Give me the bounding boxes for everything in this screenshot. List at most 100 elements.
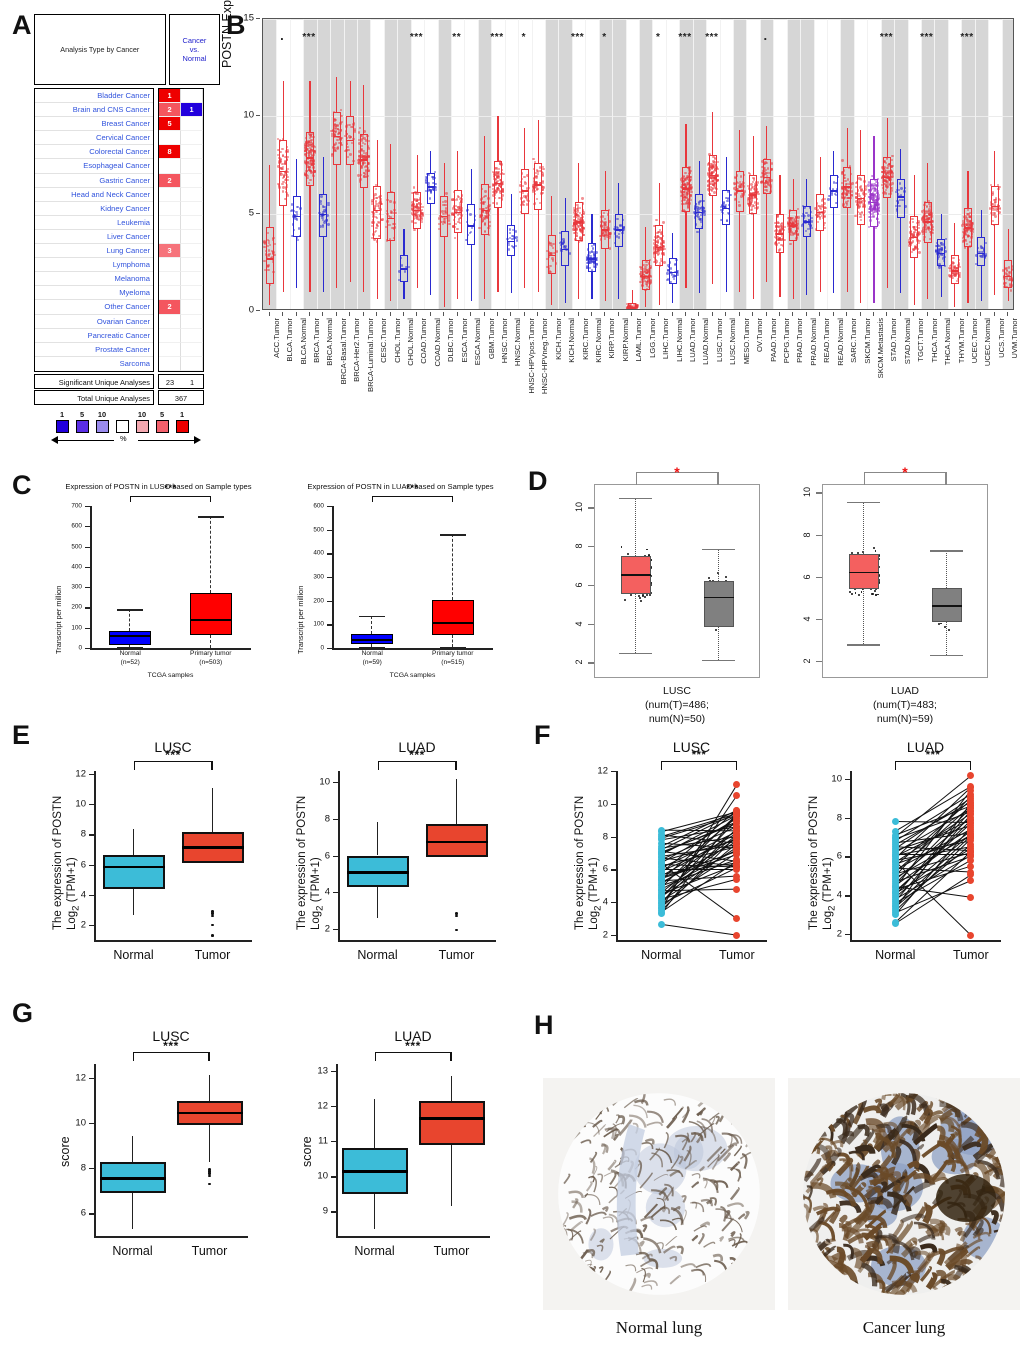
y-tick-mark	[85, 648, 90, 650]
data-point	[357, 139, 361, 142]
data-point	[604, 221, 607, 225]
data-point	[361, 134, 364, 137]
data-point	[333, 143, 336, 147]
x-tick-mark	[470, 312, 472, 316]
data-point	[429, 191, 433, 194]
data-point	[331, 152, 334, 156]
bracket-left	[895, 761, 897, 770]
outlier-point	[455, 928, 458, 932]
whisker-lower	[913, 258, 915, 306]
whisker-lower	[672, 283, 674, 304]
x-tick-mark	[658, 312, 660, 316]
data-point	[286, 175, 289, 178]
vertical-sep	[733, 19, 734, 309]
vertical-sep	[424, 19, 426, 309]
data-point	[576, 208, 580, 211]
data-point	[442, 203, 445, 207]
x-axis-label: OV.Tumor	[755, 318, 765, 353]
data-point	[308, 136, 312, 140]
data-point	[501, 188, 504, 191]
tumor-point	[733, 885, 741, 893]
data-point	[496, 171, 499, 174]
x-axis-label: HNSC-HPVneg.Tumor	[540, 318, 550, 395]
box	[279, 139, 288, 206]
x-tick-mark	[362, 312, 364, 316]
x-tick-mark	[295, 312, 297, 316]
x-axis-label: CHOL.Tumor	[392, 318, 402, 363]
significant-under-value: 1	[189, 377, 195, 387]
data-point	[501, 190, 504, 194]
data-point	[535, 169, 538, 172]
panel-b-yaxis: 0 5 10 15	[228, 10, 260, 316]
x-axis-label: SKCM.Metastasis	[876, 318, 885, 379]
x-tick-mark	[617, 312, 619, 316]
vertical-sep	[813, 19, 815, 309]
data-point	[481, 207, 484, 211]
data-point	[364, 170, 367, 173]
data-point	[562, 244, 566, 247]
data-point	[388, 223, 392, 226]
y-tick-mark	[588, 546, 594, 548]
data-point	[452, 224, 455, 227]
data-point	[456, 208, 460, 212]
data-point	[346, 156, 349, 159]
whisker-lower	[766, 194, 768, 282]
whisker-lower	[900, 217, 902, 294]
data-point	[303, 161, 307, 164]
significance-label: *	[674, 464, 680, 480]
data-point	[353, 130, 357, 133]
data-point	[340, 108, 343, 111]
cancer-type-name: Lymphoma	[35, 258, 153, 273]
significance-bracket	[661, 761, 737, 770]
data-point	[487, 209, 490, 212]
whisker-cap-upper	[702, 548, 735, 551]
x-tick-mark	[819, 312, 821, 316]
data-point	[533, 176, 536, 179]
median-line	[937, 252, 946, 254]
data-point	[284, 161, 287, 164]
x-axis-label: UCS.Tumor	[996, 318, 1006, 358]
data-point	[367, 169, 370, 172]
data-point	[272, 271, 276, 274]
vertical-sep	[921, 19, 922, 309]
data-point	[564, 245, 567, 248]
significance-label: ***	[409, 748, 425, 762]
significance-label: ***	[163, 1039, 179, 1053]
vertical-sep	[625, 19, 627, 309]
data-point	[367, 147, 371, 150]
whisker-lower	[363, 188, 365, 292]
x-tick-mark	[456, 312, 458, 316]
data-point	[542, 173, 545, 177]
median-line	[440, 215, 449, 217]
plot-band	[639, 19, 653, 309]
data-point	[453, 225, 457, 229]
data-point	[810, 220, 813, 223]
data-point	[602, 211, 605, 215]
x-axis-label: ESCA.Tumor	[459, 318, 469, 363]
data-point	[333, 133, 337, 136]
data-point	[609, 232, 612, 235]
y-tick-label: 0	[320, 644, 324, 652]
data-point	[534, 172, 538, 175]
data-point	[488, 220, 492, 223]
data-point	[330, 134, 333, 138]
data-point	[425, 181, 428, 185]
median-line	[341, 1169, 408, 1173]
whisker-lower	[282, 205, 284, 292]
whisker-lower	[430, 203, 432, 296]
overexpression-cell	[159, 272, 181, 287]
data-point	[358, 150, 361, 153]
data-point	[281, 167, 284, 170]
x-axis-label: CESC.Tumor	[379, 318, 389, 363]
data-point	[487, 233, 490, 237]
data-point	[391, 222, 394, 225]
data-point	[309, 140, 312, 143]
data-point	[350, 125, 353, 129]
median-line	[467, 225, 476, 227]
median-line	[431, 622, 474, 625]
median-line	[425, 840, 488, 844]
bracket-right	[945, 472, 947, 485]
data-point	[284, 155, 287, 159]
x-axis-label: PRAD.Normal	[808, 318, 818, 366]
box	[431, 600, 474, 636]
